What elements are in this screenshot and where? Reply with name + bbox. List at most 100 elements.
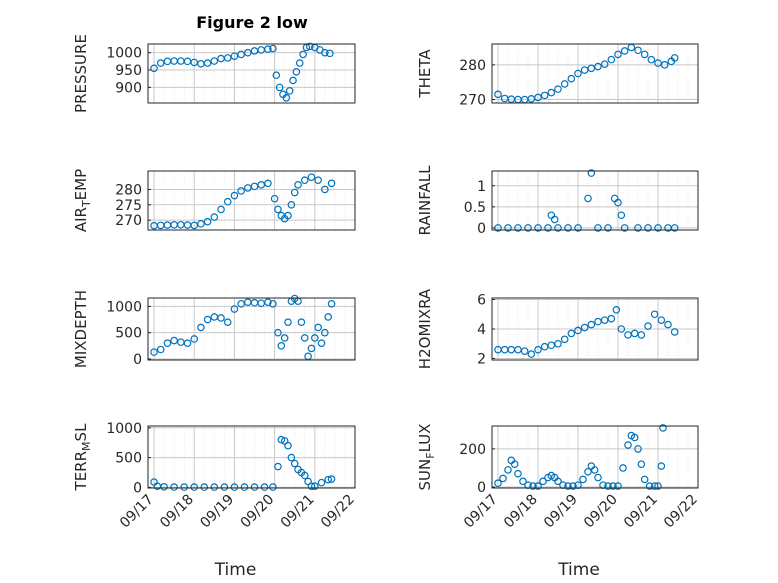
axes-box <box>147 297 356 361</box>
data-point <box>619 464 627 472</box>
data-point <box>637 331 646 339</box>
x-axis-label: Time <box>557 560 600 580</box>
data-point <box>567 329 576 338</box>
data-point <box>300 176 309 185</box>
data-point <box>499 474 507 483</box>
data-point <box>197 323 205 332</box>
x-tick-label: 09/20 <box>238 492 278 532</box>
data-point <box>269 44 277 53</box>
data-point <box>321 48 329 57</box>
data-point <box>614 198 622 207</box>
data-point <box>292 67 301 76</box>
data-point <box>534 93 542 102</box>
data-point <box>197 220 205 228</box>
x-tick-label: 09/22 <box>318 492 358 532</box>
data-point <box>659 424 667 432</box>
data-point <box>594 473 602 482</box>
data-point <box>223 318 232 326</box>
data-point <box>654 482 662 490</box>
data-point <box>203 217 212 226</box>
data-point <box>554 477 562 486</box>
x-tick-label: 09/20 <box>581 492 621 532</box>
data-point <box>554 339 562 348</box>
y-tick-label: 200 <box>459 442 486 458</box>
data-point <box>604 224 612 232</box>
y-label-main: PRESSURE <box>72 34 90 113</box>
y-axis-label: H2OMIXRA <box>416 288 434 369</box>
subplot-4: 0 500 1000 MIXDEPTH <box>72 290 356 368</box>
y-axis-label: SUNFLUX <box>416 424 437 491</box>
data-point <box>594 224 602 232</box>
data-point <box>504 224 512 232</box>
data-point <box>607 314 616 323</box>
data-point <box>614 482 622 490</box>
data-point <box>183 339 192 347</box>
y-tick-label: 950 <box>115 63 142 79</box>
y-label-main: RAINFALL <box>416 165 434 236</box>
subplot-3: 0 0.5 1 RAINFALL <box>416 165 699 237</box>
data-point <box>300 471 309 480</box>
plot-area <box>148 426 355 488</box>
data-point <box>324 475 333 484</box>
y-axis-label: AIRTEMP <box>72 169 93 232</box>
data-point <box>250 182 259 191</box>
data-point <box>524 224 532 232</box>
data-point <box>217 314 225 322</box>
data-point <box>634 224 642 232</box>
y-tick-label: 0 <box>477 221 486 237</box>
series-markers <box>494 424 667 490</box>
y-tick-label: 280 <box>115 182 142 198</box>
subplot-5: 2 4 6 H2OMIXRA <box>416 288 699 369</box>
subplot-1: 270 280 THETA <box>416 43 699 109</box>
axes-box <box>147 43 356 104</box>
y-label-main: H2OMIXRA <box>416 288 434 369</box>
data-point <box>180 483 188 491</box>
subplot-6: 0 500 1000 09/17 09/18 09/19 09/20 09/21 09/22 TE… <box>72 421 358 580</box>
y-label-subscript: T <box>80 200 93 208</box>
y-axis-label: TERRMSL <box>72 423 93 492</box>
data-point <box>664 320 672 329</box>
data-point <box>210 57 219 65</box>
data-point <box>223 54 232 62</box>
data-point <box>317 339 326 347</box>
plot-area <box>148 171 355 230</box>
data-point <box>240 483 249 491</box>
data-point <box>324 313 333 321</box>
data-point <box>305 42 314 51</box>
data-point <box>264 298 272 307</box>
data-point <box>510 460 519 468</box>
data-point <box>314 176 322 185</box>
data-point <box>220 483 229 491</box>
data-point <box>519 477 527 486</box>
data-point <box>534 345 542 354</box>
y-tick-label: 0 <box>477 480 486 496</box>
data-point <box>250 483 259 491</box>
data-point <box>657 462 666 470</box>
axes-box <box>147 425 356 489</box>
data-point <box>203 315 212 324</box>
data-point <box>670 328 679 336</box>
data-point <box>584 467 592 476</box>
data-point <box>311 334 319 342</box>
data-point <box>584 194 592 203</box>
y-axis-label: THETA <box>416 49 434 99</box>
x-axis-label: Time <box>214 560 257 580</box>
data-point <box>223 197 232 206</box>
data-point <box>580 323 589 332</box>
figure-title: Figure 2 low <box>196 13 308 32</box>
data-point <box>654 224 662 232</box>
series-markers <box>150 173 336 230</box>
y-tick-label: 500 <box>115 326 142 342</box>
y-tick-label: 1000 <box>106 299 142 315</box>
data-point <box>600 60 609 68</box>
axes-box <box>491 170 699 231</box>
y-label-rest: LUX <box>416 424 434 453</box>
data-point <box>297 318 306 326</box>
data-point <box>307 173 316 181</box>
data-point <box>550 215 559 224</box>
data-point <box>230 483 239 491</box>
x-tick-label: 09/18 <box>157 492 197 532</box>
data-point <box>604 482 612 490</box>
